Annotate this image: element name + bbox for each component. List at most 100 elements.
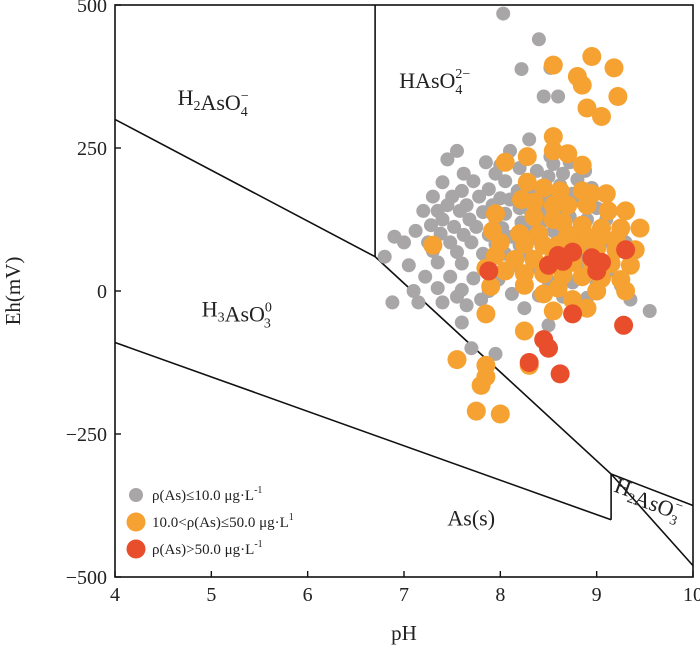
series-0-point-106	[377, 249, 392, 264]
series-1-point-11	[517, 147, 537, 167]
series-1-point-15	[534, 178, 554, 198]
series-2-point-10	[539, 338, 558, 358]
series-1-point-23	[558, 195, 578, 215]
series-1-point-73	[563, 290, 583, 310]
series-1-point-74	[577, 298, 597, 318]
series-1-point-83	[466, 401, 486, 421]
series-1-point-42	[423, 235, 443, 255]
series-1-point-44	[514, 234, 534, 254]
series-1-point-58	[620, 255, 640, 275]
series-0-point-0	[496, 6, 511, 21]
legend-marker-0	[129, 488, 143, 502]
series-1-point-1	[604, 58, 624, 78]
series-0-point-2	[514, 62, 529, 77]
series-0-point-31	[481, 182, 496, 197]
series-0-point-107	[401, 258, 416, 273]
x-tick-label-3: 7	[399, 584, 409, 606]
series-0-point-126	[430, 281, 445, 296]
series-0-point-135	[385, 295, 400, 310]
series-1-point-24	[577, 195, 597, 215]
series-1-point-70	[587, 281, 607, 301]
y-tick-label-0: 500	[77, 0, 107, 17]
series-1-point-10	[558, 144, 578, 164]
series-0-point-109	[454, 256, 469, 271]
series-0-point-6	[522, 132, 537, 147]
series-1-point-72	[534, 284, 554, 304]
series-0-point-91	[464, 235, 479, 250]
series-0-point-13	[440, 152, 455, 167]
data-points	[377, 6, 657, 424]
y-axis-ticks: 500 250 0 −250 −500	[66, 0, 121, 589]
series-2-point-7	[587, 261, 607, 281]
legend-label-2: ρ(As)>50.0 μg·L-1	[152, 539, 263, 558]
series-0-point-134	[459, 298, 474, 313]
series-0-point-62	[435, 212, 450, 227]
y-tick-label-4: −500	[66, 567, 107, 589]
series-0-point-145	[411, 295, 426, 310]
series-1-point-84	[490, 404, 510, 424]
y-tick-label-2: 0	[97, 281, 107, 303]
series-0-point-23	[435, 175, 450, 190]
series-1-point-53	[524, 250, 544, 269]
legend-label-1: 10.0<ρ(As)≤50.0 μg·L1	[152, 512, 294, 531]
series-1-point-27	[486, 204, 505, 224]
x-tick-label-1: 5	[206, 584, 216, 606]
series-1-point-8	[543, 127, 563, 147]
series-0-point-54	[452, 203, 467, 218]
series-0-point-99	[450, 245, 464, 260]
series-1-point-13	[572, 155, 592, 175]
series-0-point-88	[397, 235, 411, 250]
series-2-point-11	[550, 364, 570, 384]
series-1-point-6	[577, 98, 597, 118]
series-2-point-13	[563, 304, 583, 324]
series-1-point-78	[447, 350, 467, 370]
series-0-point-14	[529, 163, 544, 178]
legend-label-0: ρ(As)≤10.0 μg·L-1	[152, 485, 262, 504]
series-0-point-38	[472, 189, 487, 204]
series-0-point-5	[551, 89, 566, 104]
series-1-point-21	[524, 192, 544, 212]
legend-marker-2	[126, 539, 146, 559]
region-label-2: H3AsO0 3	[202, 297, 272, 332]
series-0-point-25	[498, 174, 513, 189]
series-0-point-18	[456, 166, 471, 181]
series-0-point-142	[450, 289, 464, 304]
series-1-point-34	[630, 218, 650, 238]
series-1-point-71	[616, 281, 636, 301]
legend-marker-1	[126, 512, 146, 532]
x-tick-label-5: 9	[592, 584, 602, 606]
x-axis-title: pH	[391, 621, 417, 645]
series-0-point-1	[531, 32, 546, 47]
region-label-1: HAsO2− 4	[399, 67, 470, 98]
series-0-point-68	[424, 218, 438, 233]
series-1-point-25	[598, 201, 618, 221]
series-0-point-140	[642, 304, 657, 318]
series-1-point-5	[608, 87, 628, 106]
boundary-line-3	[610, 473, 694, 507]
series-1-point-67	[481, 276, 501, 296]
series-0-point-77	[408, 223, 423, 238]
series-0-point-19	[488, 166, 503, 181]
series-1-point-45	[534, 235, 554, 255]
series-2-point-8	[479, 261, 499, 281]
series-1-point-28	[524, 207, 544, 227]
series-0-point-69	[447, 219, 462, 234]
y-axis-title: Eh(mV)	[1, 257, 25, 326]
series-0-point-125	[406, 284, 421, 298]
series-0-point-4	[536, 89, 551, 104]
series-0-point-144	[517, 301, 532, 316]
x-tick-label-0: 4	[110, 584, 120, 606]
series-1-point-26	[616, 201, 636, 221]
series-1-point-22	[543, 195, 563, 215]
series-0-point-133	[435, 295, 450, 310]
x-tick-label-6: 10	[683, 584, 700, 606]
series-1-point-77	[514, 321, 534, 341]
series-0-point-118	[466, 271, 481, 286]
series-0-point-70	[469, 219, 484, 234]
series-2-point-0	[616, 240, 636, 260]
series-0-point-24	[466, 174, 481, 189]
series-1-point-19	[596, 184, 616, 204]
series-0-point-90	[443, 235, 458, 250]
